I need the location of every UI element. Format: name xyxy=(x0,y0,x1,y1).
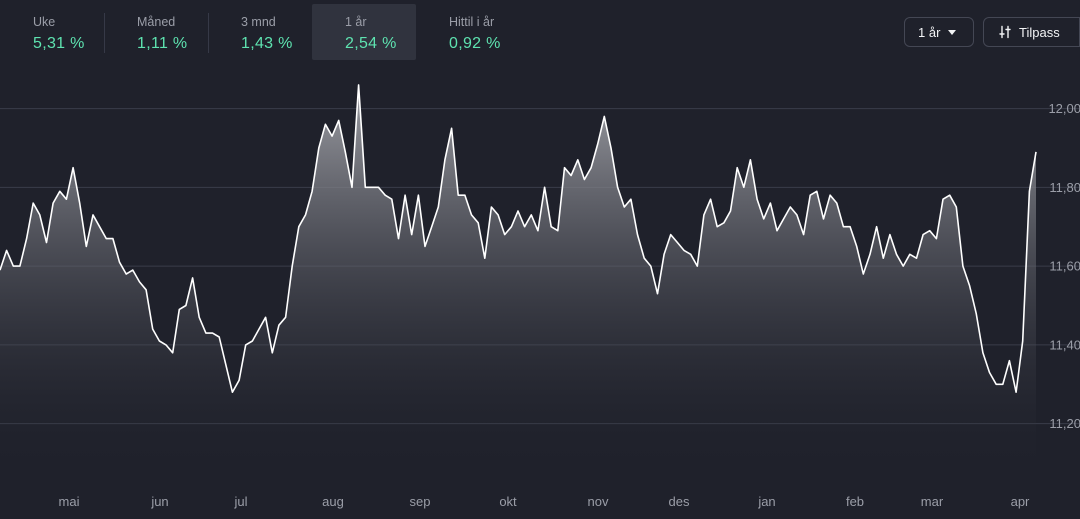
price-line[interactable] xyxy=(0,84,1037,393)
period-label: Uke xyxy=(33,15,56,29)
x-tick-label: jun xyxy=(150,494,168,509)
x-tick-label: jan xyxy=(757,494,775,509)
period-return: 2,54 % xyxy=(345,35,397,52)
customize-button-label: Tilpass xyxy=(1019,24,1060,40)
period-return: 0,92 % xyxy=(449,35,501,52)
y-axis: 12,00 11,80 11,60 11,40 11,20 xyxy=(1048,101,1080,431)
x-tick-label: mai xyxy=(59,494,80,509)
x-tick-label: mar xyxy=(921,494,944,509)
period-week[interactable]: Uke 5,31 % xyxy=(0,4,104,60)
y-tick-label: 11,40 xyxy=(1049,337,1080,352)
period-ytd[interactable]: Hittil i år 0,92 % xyxy=(416,4,520,60)
period-month[interactable]: Måned 1,11 % xyxy=(104,4,208,60)
x-tick-label: jul xyxy=(233,494,247,509)
y-tick-label: 11,80 xyxy=(1049,180,1080,195)
customize-button[interactable]: Tilpass xyxy=(983,17,1080,47)
x-tick-label: aug xyxy=(322,494,344,509)
period-label: Hittil i år xyxy=(449,15,495,29)
period-label: Måned xyxy=(137,15,176,29)
x-tick-label: apr xyxy=(1011,494,1030,509)
x-tick-label: nov xyxy=(588,494,609,509)
period-1-year[interactable]: 1 år 2,54 % xyxy=(312,4,416,60)
period-returns: Uke 5,31 % Måned 1,11 % 3 mnd 1,43 % 1 å… xyxy=(0,4,520,60)
x-tick-label: okt xyxy=(499,494,517,509)
x-tick-label: sep xyxy=(410,494,431,509)
period-label: 1 år xyxy=(345,15,367,29)
y-tick-label: 11,20 xyxy=(1049,416,1080,431)
x-tick-label: feb xyxy=(846,494,864,509)
y-tick-label: 12,00 xyxy=(1048,101,1080,116)
period-3-months[interactable]: 3 mnd 1,43 % xyxy=(208,4,312,60)
period-return: 5,31 % xyxy=(33,35,85,52)
period-return: 1,43 % xyxy=(241,35,293,52)
x-axis: mai jun jul aug sep okt nov des jan feb mar apr xyxy=(59,494,1031,509)
range-select[interactable]: 1 år xyxy=(904,17,974,47)
price-area-fill xyxy=(0,84,1036,468)
caret-down-icon xyxy=(948,29,957,35)
period-return: 1,11 % xyxy=(137,35,188,52)
x-tick-label: des xyxy=(669,494,690,509)
range-select-label: 1 år xyxy=(918,24,941,40)
y-tick-label: 11,60 xyxy=(1049,259,1080,274)
period-label: 3 mnd xyxy=(241,15,276,29)
sliders-icon xyxy=(999,25,1011,39)
